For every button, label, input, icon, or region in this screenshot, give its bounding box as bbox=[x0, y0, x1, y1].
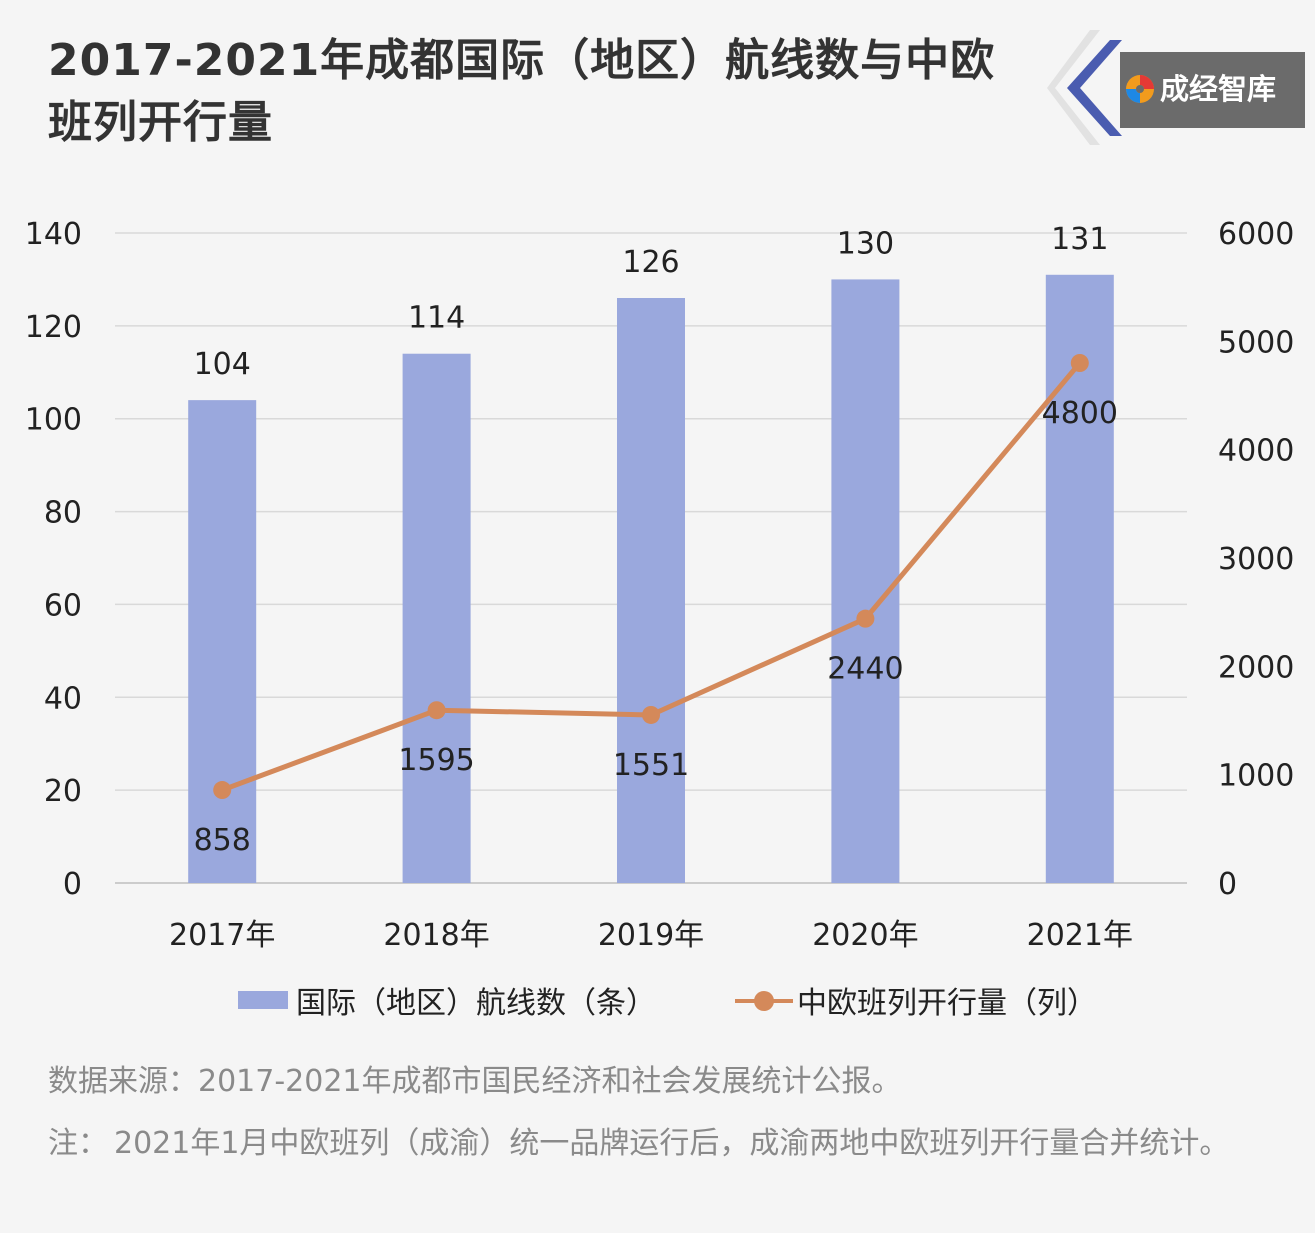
y-left-tick-label: 20 bbox=[44, 774, 82, 809]
brand-name: 成经智库 bbox=[1160, 72, 1277, 106]
bar-series bbox=[188, 274, 1114, 883]
x-tick-label: 2018年 bbox=[383, 918, 489, 953]
line-point bbox=[213, 781, 232, 800]
brand-box: 成经智库 bbox=[1120, 52, 1305, 128]
axis-tick-labels: 0 20 40 60 80 100 120 140 0 1000 2000 3000 4000 5000 6… bbox=[25, 217, 1295, 953]
y-left-tick-label: 140 bbox=[25, 217, 82, 252]
footnote: 注： 2021年1月中欧班列（成渝）统一品牌运行后，成渝两地中欧班列开行量合并统… bbox=[48, 1122, 1268, 1166]
line-value-label: 4800 bbox=[1042, 396, 1118, 431]
chart-title: 2017-2021年成都国际（地区）航线数与中欧班列开行量 bbox=[48, 35, 996, 148]
x-tick-label: 2021年 bbox=[1027, 918, 1133, 953]
y-right-tick-label: 0 bbox=[1218, 867, 1237, 902]
y-left-tick-label: 100 bbox=[25, 403, 82, 438]
line-value-label: 2440 bbox=[827, 652, 903, 687]
legend-bar-swatch bbox=[238, 991, 288, 1009]
legend-item-line: 中欧班列开行量（列） bbox=[735, 980, 1097, 1021]
bar bbox=[617, 298, 685, 883]
bar-value-label: 131 bbox=[1051, 222, 1108, 257]
x-tick-label: 2017年 bbox=[169, 918, 275, 953]
line-series bbox=[213, 354, 1089, 800]
bar bbox=[402, 353, 471, 883]
line-value-label: 858 bbox=[194, 823, 251, 858]
footnote-prefix: 注： bbox=[48, 1126, 108, 1161]
legend-item-bar: 国际（地区）航线数（条） bbox=[238, 980, 656, 1021]
y-left-tick-label: 40 bbox=[44, 681, 82, 716]
legend: 国际（地区）航线数（条） 中欧班列开行量（列） bbox=[0, 980, 1315, 1021]
line-value-label: 1595 bbox=[398, 743, 474, 778]
x-tick-label: 2020年 bbox=[812, 918, 918, 953]
y-left-tick-label: 80 bbox=[44, 496, 82, 531]
x-tick-label: 2019年 bbox=[598, 918, 704, 953]
y-left-tick-label: 0 bbox=[63, 867, 82, 902]
line-point bbox=[642, 705, 660, 724]
y-right-tick-label: 1000 bbox=[1218, 759, 1294, 794]
legend-line-swatch bbox=[735, 990, 793, 1011]
bar-value-label: 104 bbox=[194, 347, 251, 382]
combo-chart: 104 114 126 130 131 858 1595 1551 2440 4800 0 20 40… bbox=[25, 217, 1295, 953]
line-point bbox=[856, 609, 875, 628]
line-point bbox=[427, 701, 446, 720]
y-left-tick-label: 120 bbox=[25, 310, 82, 345]
line-value-label: 1551 bbox=[613, 748, 689, 783]
line-point bbox=[1070, 354, 1089, 372]
legend-label-line: 中欧班列开行量（列） bbox=[797, 986, 1097, 1021]
bar bbox=[831, 279, 900, 883]
swirl-logo-icon bbox=[1126, 75, 1154, 103]
bar-value-label: 126 bbox=[622, 245, 679, 280]
brand-badge: 成经智库 bbox=[1045, 30, 1315, 145]
bar-value-label: 114 bbox=[408, 301, 465, 336]
data-source: 数据来源：2017-2021年成都市国民经济和社会发展统计公报。 bbox=[48, 1064, 902, 1099]
y-right-tick-label: 3000 bbox=[1218, 542, 1294, 577]
y-right-tick-label: 2000 bbox=[1218, 650, 1294, 685]
legend-label-bar: 国际（地区）航线数（条） bbox=[296, 986, 656, 1021]
brand-chevron-decoration bbox=[1047, 30, 1122, 145]
y-left-tick-label: 60 bbox=[44, 588, 82, 623]
y-right-tick-label: 6000 bbox=[1218, 217, 1294, 252]
bar bbox=[1045, 274, 1114, 883]
y-right-tick-label: 4000 bbox=[1218, 434, 1294, 469]
footnote-body: 2021年1月中欧班列（成渝）统一品牌运行后，成渝两地中欧班列开行量合并统计。 bbox=[114, 1126, 1230, 1161]
data-labels: 104 114 126 130 131 858 1595 1551 2440 4800 bbox=[194, 222, 1118, 858]
y-right-tick-label: 5000 bbox=[1218, 325, 1294, 360]
bar-value-label: 130 bbox=[837, 226, 894, 261]
bar bbox=[188, 400, 257, 883]
